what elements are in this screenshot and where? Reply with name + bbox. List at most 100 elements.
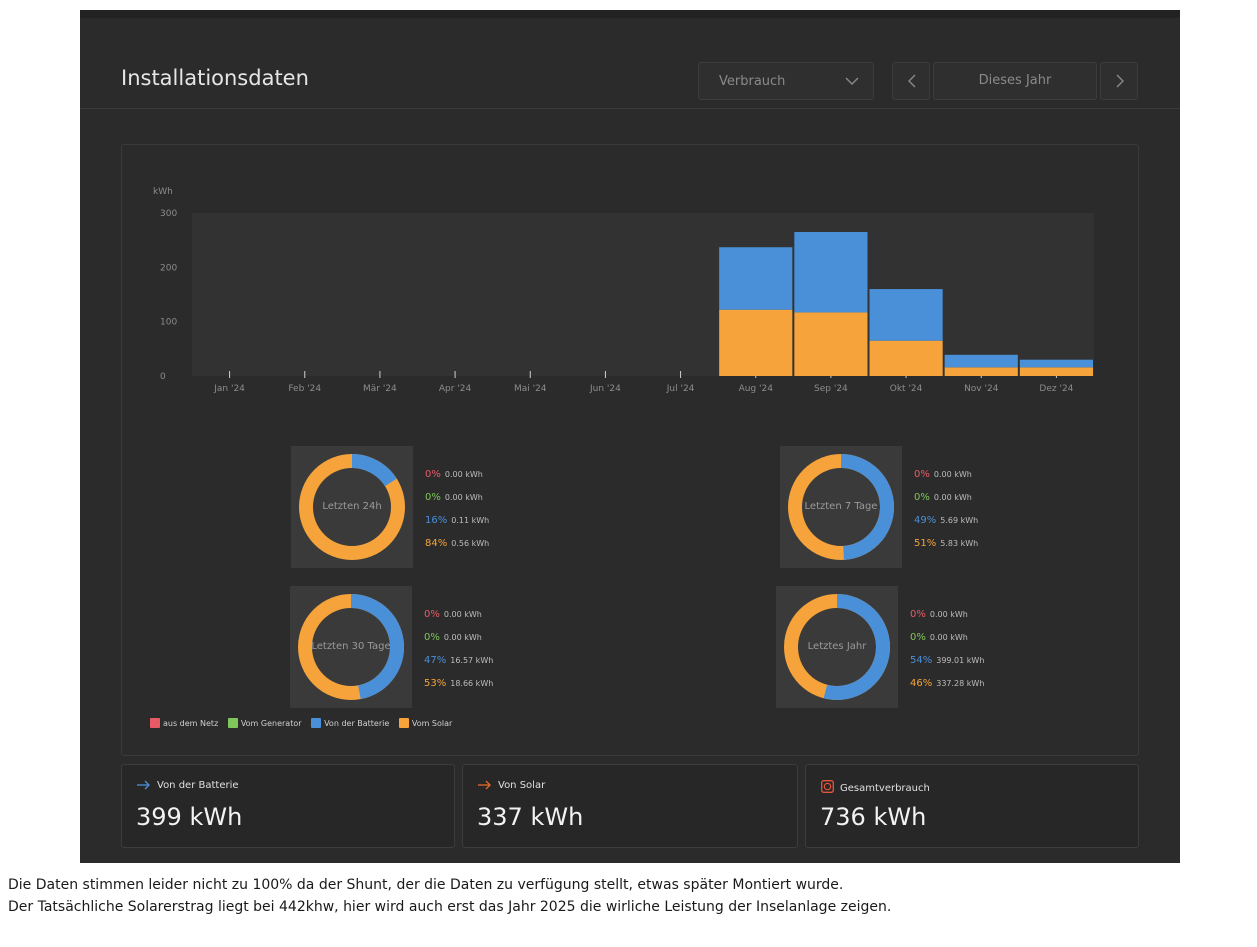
solar-kwh: 337.28 kWh <box>936 679 985 688</box>
card-label: Gesamtverbrauch <box>821 780 930 794</box>
bar-segment <box>869 289 943 341</box>
footnote: Die Daten stimmen leider nicht zu 100% d… <box>8 874 891 918</box>
consumption-bar-chart: kWh 0 100 200 300 Jan '24 Feb '24 Mär '24 Apr '2… <box>153 187 1094 394</box>
header: Installationsdaten Verbrauch Dieses Jahr <box>80 18 1180 109</box>
arrow-right-icon <box>137 780 150 790</box>
grid-percent: 0% <box>914 469 930 480</box>
donut-chart <box>298 594 404 700</box>
battery-percent: 47% <box>424 655 447 666</box>
card-label-text: Gesamtverbrauch <box>840 783 930 794</box>
power-outlet-icon <box>821 780 834 793</box>
grid-percent: 0% <box>424 609 440 620</box>
bar-segment <box>944 367 1018 376</box>
solar-percent: 51% <box>914 538 937 549</box>
y-tick-label: 0 <box>160 372 166 382</box>
chevron-down-icon <box>845 77 859 85</box>
donut-stats-7-days: 0% 0.00 kWh 0% 0.00 kWh 49% 5.69 kWh 51% 5.8… <box>914 469 978 561</box>
solar-percent: 46% <box>910 678 933 689</box>
donut-battery-segment <box>784 594 890 700</box>
x-tick-label: Aug '24 <box>739 384 774 394</box>
x-tick-label: Nov '24 <box>964 384 999 394</box>
bar-segment <box>794 232 868 313</box>
card-solar: Von Solar 337 kWh <box>462 764 798 848</box>
donut-last-year: Letztes Jahr <box>776 586 898 708</box>
footnote-line: Der Tatsächliche Solarerstrag liegt bei … <box>8 899 892 915</box>
x-tick-label: Jun '24 <box>589 384 621 394</box>
solar-percent: 84% <box>425 538 448 549</box>
card-value: 399 kWh <box>136 803 243 831</box>
legend-item-generator[interactable]: Vom Generator <box>227 718 302 728</box>
x-tick-label: Jul '24 <box>666 384 695 394</box>
bar-segment <box>1019 359 1093 368</box>
grid-percent: 0% <box>910 609 926 620</box>
y-tick-label: 100 <box>160 318 177 328</box>
x-tick-label: Feb '24 <box>288 384 321 394</box>
legend-item-solar[interactable]: Vom Solar <box>398 718 453 728</box>
donut-label: Letzten 24h <box>322 501 382 512</box>
donut-stats-last-year: 0% 0.00 kWh 0% 0.00 kWh 54% 399.01 kWh 46% 3… <box>910 609 984 701</box>
x-tick-label: Sep '24 <box>814 384 848 394</box>
generator-percent: 0% <box>910 632 926 643</box>
grid-kwh: 0.00 kWh <box>444 470 483 479</box>
grid-kwh: 0.00 kWh <box>933 470 972 479</box>
battery-percent: 54% <box>910 655 933 666</box>
x-tick-label: Jan '24 <box>213 384 245 394</box>
legend-label: Von der Batterie <box>324 719 390 728</box>
donut-30-days: Letzten 30 Tage <box>290 586 412 708</box>
x-tick-label: Apr '24 <box>439 384 472 394</box>
legend-item-grid[interactable]: aus dem Netz <box>150 718 218 728</box>
legend-label: Vom Generator <box>240 719 302 728</box>
solar-percent: 53% <box>424 678 447 689</box>
solar-kwh: 0.56 kWh <box>451 539 490 548</box>
x-tick-label: Mai '24 <box>514 384 547 394</box>
card-label: Von der Batterie <box>137 780 239 791</box>
card-label: Von Solar <box>478 780 545 791</box>
x-tick-label: Mär '24 <box>363 384 397 394</box>
grid-kwh: 0.00 kWh <box>929 610 968 619</box>
bar-segment <box>1019 367 1093 376</box>
battery-kwh: 16.57 kWh <box>450 656 494 665</box>
card-value: 736 kWh <box>820 803 927 831</box>
battery-percent: 49% <box>914 515 937 526</box>
legend-item-battery[interactable]: Von der Batterie <box>311 718 389 728</box>
chevron-right-icon <box>1116 74 1124 88</box>
legend-swatch <box>227 718 238 728</box>
legend-label: Vom Solar <box>411 719 453 728</box>
bar-segment <box>794 312 868 376</box>
period-label: Dieses Jahr <box>933 62 1097 100</box>
y-tick-label: 300 <box>160 209 177 219</box>
generator-kwh: 0.00 kWh <box>929 633 968 642</box>
bar-segment <box>719 309 793 376</box>
metric-dropdown[interactable]: Verbrauch <box>698 62 874 100</box>
donut-label: Letzten 30 Tage <box>311 641 391 652</box>
top-bar <box>80 10 1180 18</box>
x-tick-label: Dez '24 <box>1039 384 1073 394</box>
card-battery: Von der Batterie 399 kWh <box>121 764 455 848</box>
solar-kwh: 18.66 kWh <box>450 679 494 688</box>
bar-segment <box>719 247 793 310</box>
donut-chart <box>784 594 890 700</box>
metric-dropdown-value: Verbrauch <box>719 74 786 89</box>
donut-stats-30-days: 0% 0.00 kWh 0% 0.00 kWh 47% 16.57 kWh 53% 18… <box>424 609 493 701</box>
grid-percent: 0% <box>425 469 441 480</box>
page-title: Installationsdaten <box>121 66 309 90</box>
y-axis-unit: kWh <box>153 187 173 197</box>
donut-7-days: Letzten 7 Tage <box>780 446 902 568</box>
donut-chart <box>299 454 405 560</box>
card-label-text: Von Solar <box>498 780 546 791</box>
donut-label: Letzten 7 Tage <box>804 501 878 512</box>
bar-segment <box>944 354 1018 368</box>
battery-kwh: 5.69 kWh <box>940 516 979 525</box>
generator-percent: 0% <box>424 632 440 643</box>
chevron-left-icon <box>908 74 916 88</box>
legend-label: aus dem Netz <box>163 719 219 728</box>
legend-swatch <box>398 718 409 728</box>
previous-period-button[interactable] <box>892 62 930 100</box>
chart-legend: aus dem Netz Vom Generator Von der Batte… <box>150 718 459 728</box>
footnote-line: Die Daten stimmen leider nicht zu 100% d… <box>8 877 844 893</box>
legend-swatch <box>150 718 160 728</box>
solar-kwh: 5.83 kWh <box>940 539 979 548</box>
bar-segment <box>869 340 943 376</box>
grid-kwh: 0.00 kWh <box>443 610 482 619</box>
next-period-button[interactable] <box>1100 62 1138 100</box>
